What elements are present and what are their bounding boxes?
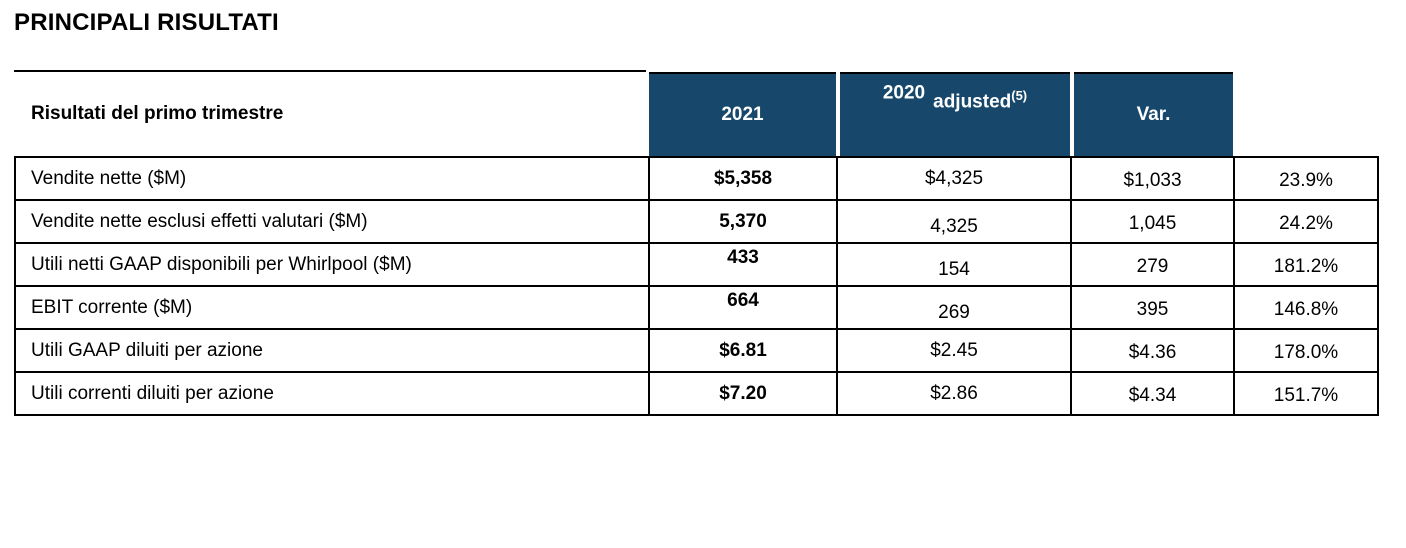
- results-table: Risultati del primo trimestre 2021 2020 a…: [14, 70, 1379, 416]
- table-row: EBIT corrente ($M) 664 269 395 146.8%: [14, 285, 1379, 330]
- table-row: Vendite nette esclusi effetti valutari (…: [14, 199, 1379, 244]
- value-var-pct: 181.2%: [1233, 242, 1379, 287]
- table-row: Utili correnti diluiti per azione $7.20 …: [14, 371, 1379, 416]
- table-row: Vendite nette ($M) $5,358 $4,325 $1,033 …: [14, 156, 1379, 201]
- value-2020: 269: [836, 285, 1072, 330]
- table-header-row: Risultati del primo trimestre 2021 2020 a…: [14, 70, 1377, 156]
- row-label: Vendite nette ($M): [14, 156, 650, 201]
- value-2021: 5,370: [648, 199, 838, 244]
- header-col-2020-adjusted: 2020 adjusted(5): [840, 72, 1070, 156]
- value-2021: $7.20: [648, 371, 838, 416]
- header-2020-adjusted-label: adjusted: [933, 91, 1012, 113]
- header-top-rule: [14, 70, 646, 72]
- value-var: 1,045: [1070, 199, 1235, 244]
- value-var: $4.36: [1070, 328, 1235, 373]
- results-data-grid: Vendite nette ($M) $5,358 $4,325 $1,033 …: [14, 156, 1379, 416]
- header-row-label: Risultati del primo trimestre: [31, 103, 284, 124]
- value-var-pct: 146.8%: [1233, 285, 1379, 330]
- value-2021: 433: [648, 242, 838, 287]
- value-2021: $6.81: [648, 328, 838, 373]
- header-col-2021: 2021: [649, 72, 836, 156]
- value-2020: 154: [836, 242, 1072, 287]
- row-label: Vendite nette esclusi effetti valutari (…: [14, 199, 650, 244]
- header-col-var: Var.: [1074, 72, 1233, 156]
- row-label: Utili netti GAAP disponibili per Whirlpo…: [14, 242, 650, 287]
- value-2020: $2.86: [836, 371, 1072, 416]
- value-var-pct: 178.0%: [1233, 328, 1379, 373]
- row-label: Utili correnti diluiti per azione: [14, 371, 650, 416]
- value-var-pct: 151.7%: [1233, 371, 1379, 416]
- header-2020-adjusted-wrap: adjusted(5): [933, 88, 1027, 113]
- table-row: Utili GAAP diluiti per azione $6.81 $2.4…: [14, 328, 1379, 373]
- value-2020: 4,325: [836, 199, 1072, 244]
- value-2020: $4,325: [836, 156, 1072, 201]
- footnote-5-marker: (5): [1011, 88, 1028, 103]
- page-title: PRINCIPALI RISULTATI: [14, 9, 279, 36]
- value-2021: $5,358: [648, 156, 838, 201]
- value-2021: 664: [648, 285, 838, 330]
- value-var: $4.34: [1070, 371, 1235, 416]
- row-label: EBIT corrente ($M): [14, 285, 650, 330]
- table-row: Utili netti GAAP disponibili per Whirlpo…: [14, 242, 1379, 287]
- value-2020: $2.45: [836, 328, 1072, 373]
- value-var-pct: 23.9%: [1233, 156, 1379, 201]
- row-label: Utili GAAP diluiti per azione: [14, 328, 650, 373]
- header-2020-year: 2020: [882, 82, 926, 104]
- value-var-pct: 24.2%: [1233, 199, 1379, 244]
- value-var: $1,033: [1070, 156, 1235, 201]
- value-var: 395: [1070, 285, 1235, 330]
- value-var: 279: [1070, 242, 1235, 287]
